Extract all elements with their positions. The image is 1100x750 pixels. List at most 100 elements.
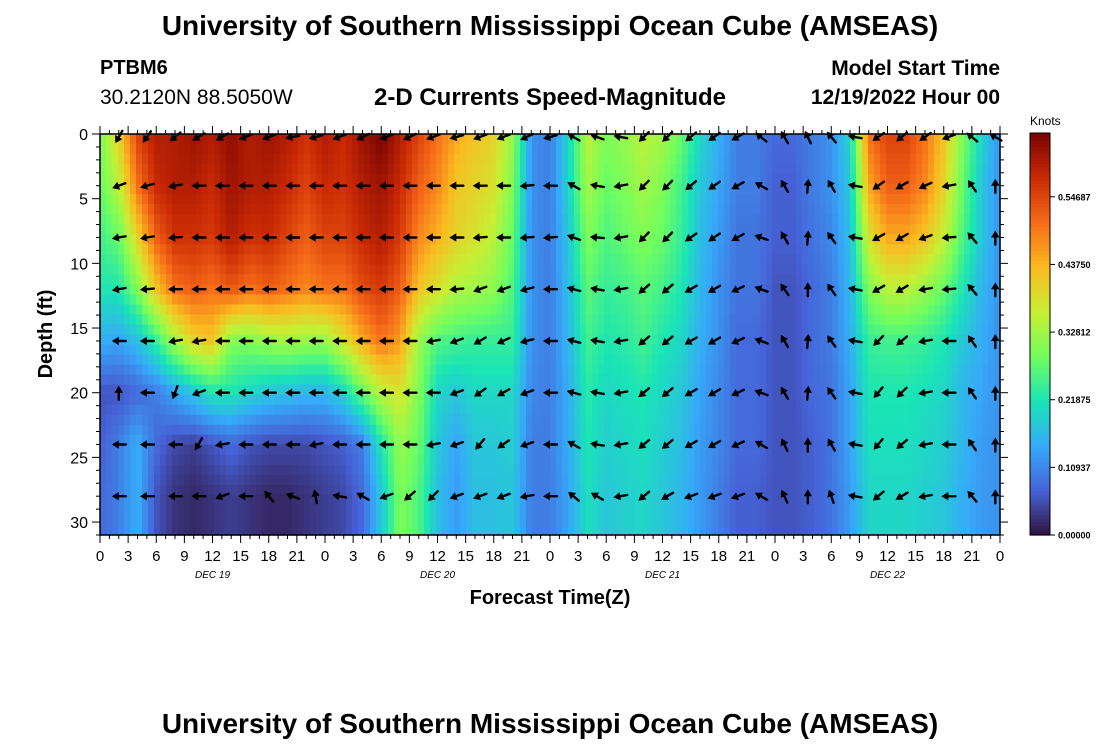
heatmap-cell <box>880 314 887 326</box>
heatmap-cell <box>322 364 329 376</box>
heatmap-cell <box>520 454 527 466</box>
heatmap-cell <box>406 454 413 466</box>
heatmap-cell <box>808 424 815 436</box>
heatmap-cell <box>598 154 605 165</box>
heatmap-cell <box>370 304 377 316</box>
heatmap-cell <box>604 194 611 205</box>
heatmap-cell <box>154 134 161 145</box>
heatmap-cell <box>532 134 539 145</box>
heatmap-cell <box>562 274 569 285</box>
heatmap-cell <box>490 214 497 225</box>
heatmap-cell <box>796 334 803 346</box>
heatmap-cell <box>442 394 449 406</box>
heatmap-cell <box>616 304 623 316</box>
heatmap-cell <box>370 204 377 215</box>
heatmap-cell <box>658 334 665 346</box>
heatmap-cell <box>760 264 767 275</box>
heatmap-cell <box>772 344 779 356</box>
heatmap-cell <box>340 224 347 235</box>
heatmap-cell <box>844 284 851 295</box>
heatmap-cell <box>604 154 611 165</box>
heatmap-cell <box>406 424 413 436</box>
heatmap-cell <box>496 204 503 215</box>
heatmap-cell <box>124 404 131 416</box>
heatmap-cell <box>628 184 635 195</box>
heatmap-cell <box>754 444 761 456</box>
heatmap-cell <box>688 424 695 436</box>
heatmap-cell <box>958 304 965 316</box>
heatmap-cell <box>850 344 857 356</box>
heatmap-cell <box>166 194 173 205</box>
heatmap-cell <box>970 414 977 426</box>
heatmap-cell <box>322 244 329 255</box>
heatmap-cell <box>178 214 185 225</box>
heatmap-cell <box>262 364 269 376</box>
heatmap-cell <box>676 304 683 316</box>
heatmap-cell <box>442 244 449 255</box>
heatmap-cell <box>586 274 593 285</box>
heatmap-cell <box>496 244 503 255</box>
heatmap-cell <box>820 214 827 225</box>
heatmap-cell <box>364 254 371 265</box>
heatmap-cell <box>304 354 311 366</box>
heatmap-cell <box>532 434 539 446</box>
heatmap-cell <box>694 354 701 366</box>
heatmap-cell <box>328 444 335 456</box>
heatmap-cell <box>220 434 227 446</box>
heatmap-cell <box>370 384 377 396</box>
heatmap-cell <box>136 274 143 285</box>
heatmap-cell <box>508 384 515 396</box>
heatmap-cell <box>910 264 917 275</box>
heatmap-cell <box>136 394 143 406</box>
heatmap-cell <box>874 384 881 396</box>
heatmap-cell <box>958 324 965 336</box>
heatmap-cell <box>580 324 587 336</box>
heatmap-cell <box>454 214 461 225</box>
heatmap-cell <box>352 334 359 346</box>
heatmap-cell <box>532 414 539 426</box>
heatmap-cell <box>676 334 683 346</box>
heatmap-cell <box>334 214 341 225</box>
heatmap-cell <box>502 154 509 165</box>
heatmap-cell <box>418 404 425 416</box>
heatmap-cell <box>466 184 473 195</box>
heatmap-cell <box>802 164 809 175</box>
heatmap-cell <box>268 164 275 175</box>
heatmap-cell <box>958 234 965 245</box>
heatmap-cell <box>292 154 299 165</box>
heatmap-cell <box>370 234 377 245</box>
heatmap-cell <box>766 454 773 466</box>
heatmap-cell <box>622 184 629 195</box>
station-coordinates: 30.2120N 88.5050W <box>100 86 293 109</box>
heatmap-cell <box>616 364 623 376</box>
heatmap-cell <box>214 404 221 416</box>
heatmap-cell <box>172 274 179 285</box>
heatmap-cell <box>952 454 959 466</box>
heatmap-cell <box>796 224 803 235</box>
heatmap-cell <box>598 314 605 326</box>
heatmap-cell <box>730 374 737 386</box>
heatmap-cell <box>592 294 599 306</box>
heatmap-cell <box>850 264 857 275</box>
heatmap-cell <box>478 294 485 306</box>
heatmap-cell <box>772 414 779 426</box>
heatmap-cell <box>622 364 629 376</box>
heatmap-cell <box>808 244 815 255</box>
heatmap-cell <box>436 274 443 285</box>
heatmap-cell <box>664 194 671 205</box>
heatmap-cell <box>772 424 779 436</box>
heatmap-cell <box>646 134 653 145</box>
heatmap-cell <box>592 304 599 316</box>
heatmap-cell <box>256 364 263 376</box>
heatmap-cell <box>988 434 995 446</box>
heatmap-cell <box>790 334 797 346</box>
heatmap-cell <box>604 214 611 225</box>
heatmap-cell <box>388 434 395 446</box>
heatmap-cell <box>244 274 251 285</box>
heatmap-cell <box>742 194 749 205</box>
heatmap-cell <box>562 454 569 466</box>
heatmap-cell <box>886 424 893 436</box>
heatmap-cell <box>904 254 911 265</box>
heatmap-cell <box>724 164 731 175</box>
heatmap-cell <box>790 254 797 265</box>
